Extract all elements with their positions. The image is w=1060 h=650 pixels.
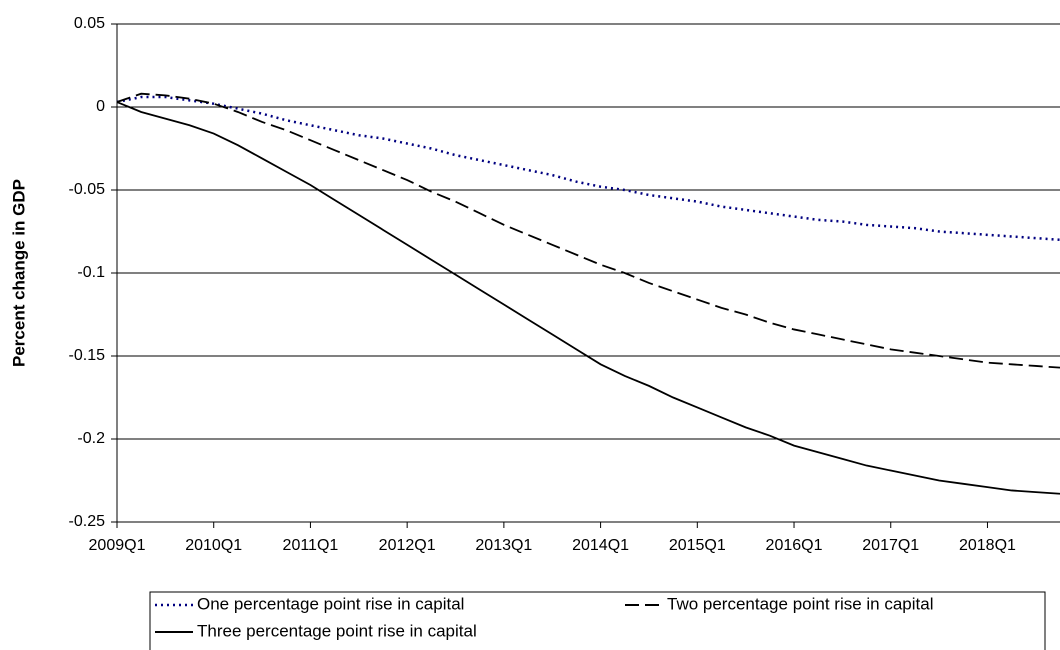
y-tick-label: -0.05 bbox=[69, 181, 106, 198]
line bbox=[116, 95, 1060, 242]
legend-label: Three percentage point rise in capital bbox=[197, 621, 477, 640]
y-tick-label: -0.15 bbox=[69, 347, 106, 364]
y-tick-label: -0.1 bbox=[77, 264, 105, 281]
legend-label: Two percentage point rise in capital bbox=[667, 594, 934, 613]
x-tick-label: 2012Q1 bbox=[379, 537, 436, 554]
x-tick-label: 2016Q1 bbox=[766, 537, 823, 554]
y-tick-label: -0.2 bbox=[77, 430, 105, 447]
legend-label: One percentage point rise in capital bbox=[197, 594, 464, 613]
line bbox=[116, 101, 1060, 495]
y-tick-label: 0.05 bbox=[74, 15, 105, 32]
y-tick-label: 0 bbox=[96, 98, 105, 115]
x-tick-label: 2010Q1 bbox=[185, 537, 242, 554]
x-tick-label: 2017Q1 bbox=[862, 537, 919, 554]
x-tick-label: 2011Q1 bbox=[283, 537, 339, 554]
x-tick-label: 2014Q1 bbox=[572, 537, 629, 554]
y-tick-label: -0.25 bbox=[69, 513, 106, 530]
y-axis-label: Percent change in GDP bbox=[9, 179, 28, 367]
x-tick-label: 2015Q1 bbox=[669, 537, 726, 554]
x-tick-label: 2009Q1 bbox=[89, 537, 146, 554]
x-tick-label: 2013Q1 bbox=[475, 537, 532, 554]
line bbox=[116, 92, 1060, 369]
x-tick-label: 2018Q1 bbox=[959, 537, 1016, 554]
legend-box bbox=[149, 591, 1046, 650]
